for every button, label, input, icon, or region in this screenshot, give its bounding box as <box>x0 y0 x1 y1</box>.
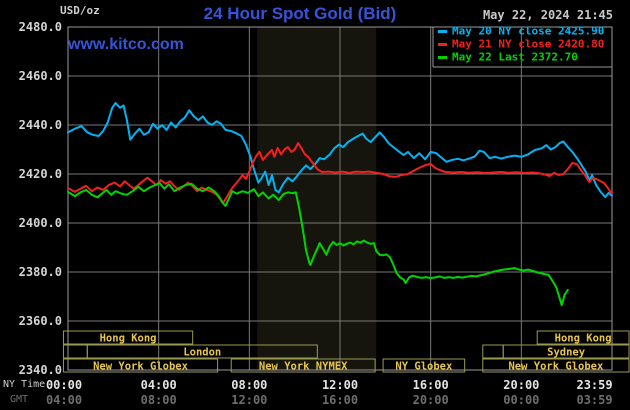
session-label: Hong Kong <box>100 333 157 345</box>
ny-time-axis-label: NY Time <box>3 379 46 390</box>
session-label: Sydney <box>547 347 586 359</box>
y-tick-label: 2460.0 <box>19 69 62 83</box>
session-label: Hong Kong <box>555 333 612 345</box>
y-tick-label: 2440.0 <box>19 118 62 132</box>
session-bar <box>482 344 504 359</box>
y-tick-label: 2400.0 <box>19 216 62 230</box>
x-tick-gmt: 03:59 <box>576 393 612 407</box>
plot-border <box>67 26 613 371</box>
session-bar <box>62 344 88 359</box>
session-label: NY Globex <box>395 361 453 373</box>
session-bar <box>382 358 466 373</box>
y-tick-label: 2380.0 <box>19 265 62 279</box>
session-bar <box>230 358 376 373</box>
y-tick-label: 2480.0 <box>19 20 62 34</box>
legend-marker <box>438 30 447 33</box>
x-tick-ny: 20:00 <box>503 378 539 392</box>
y-tick-label: 2420.0 <box>19 167 62 181</box>
chart-datetime: May 22, 2024 21:45 <box>482 8 613 22</box>
legend-item: May 22 Last 2372.70 <box>452 51 578 64</box>
x-tick-ny: 04:00 <box>141 378 177 392</box>
session-bar <box>62 358 219 373</box>
session-label: New York Globex <box>93 361 189 373</box>
session-bar <box>482 358 630 373</box>
series-line-may-21-ny-close <box>67 142 613 204</box>
series-line-may-20-ny-close <box>67 102 613 198</box>
x-tick-ny: 23:59 <box>576 378 612 392</box>
x-tick-ny: 12:00 <box>322 378 358 392</box>
x-tick-gmt: 04:00 <box>46 393 82 407</box>
session-bar <box>502 344 630 359</box>
x-tick-gmt: 08:00 <box>141 393 177 407</box>
chart-title: 24 Hour Spot Gold (Bid) <box>203 4 397 23</box>
kitco-watermark-link[interactable]: www.kitco.com <box>68 36 184 53</box>
units-label: USD/oz <box>60 4 100 17</box>
session-bar <box>86 344 318 359</box>
legend-item: May 20 NY close 2425.90 <box>452 25 604 38</box>
session-label: New York Globex <box>508 361 604 373</box>
legend-marker <box>438 56 447 59</box>
session-label: London <box>183 347 221 359</box>
session-bar <box>62 330 194 345</box>
x-tick-gmt: 12:00 <box>231 393 267 407</box>
x-tick-ny: 08:00 <box>231 378 267 392</box>
gmt-axis-label: GMT <box>10 394 29 405</box>
x-tick-gmt: 00:00 <box>503 393 539 407</box>
nymex-session-band <box>257 27 377 370</box>
session-label: New York NYMEX <box>259 361 348 373</box>
y-tick-label: 2340.0 <box>19 363 62 377</box>
series-line-may-22-last <box>67 182 569 307</box>
legend-marker <box>438 43 447 46</box>
session-bar <box>536 330 630 345</box>
x-tick-ny: 00:00 <box>46 378 82 392</box>
x-tick-gmt: 20:00 <box>413 393 449 407</box>
legend-item: May 21 NY close 2420.80 <box>452 38 604 51</box>
x-tick-ny: 16:00 <box>413 378 449 392</box>
x-tick-gmt: 16:00 <box>322 393 358 407</box>
y-tick-label: 2360.0 <box>19 314 62 328</box>
